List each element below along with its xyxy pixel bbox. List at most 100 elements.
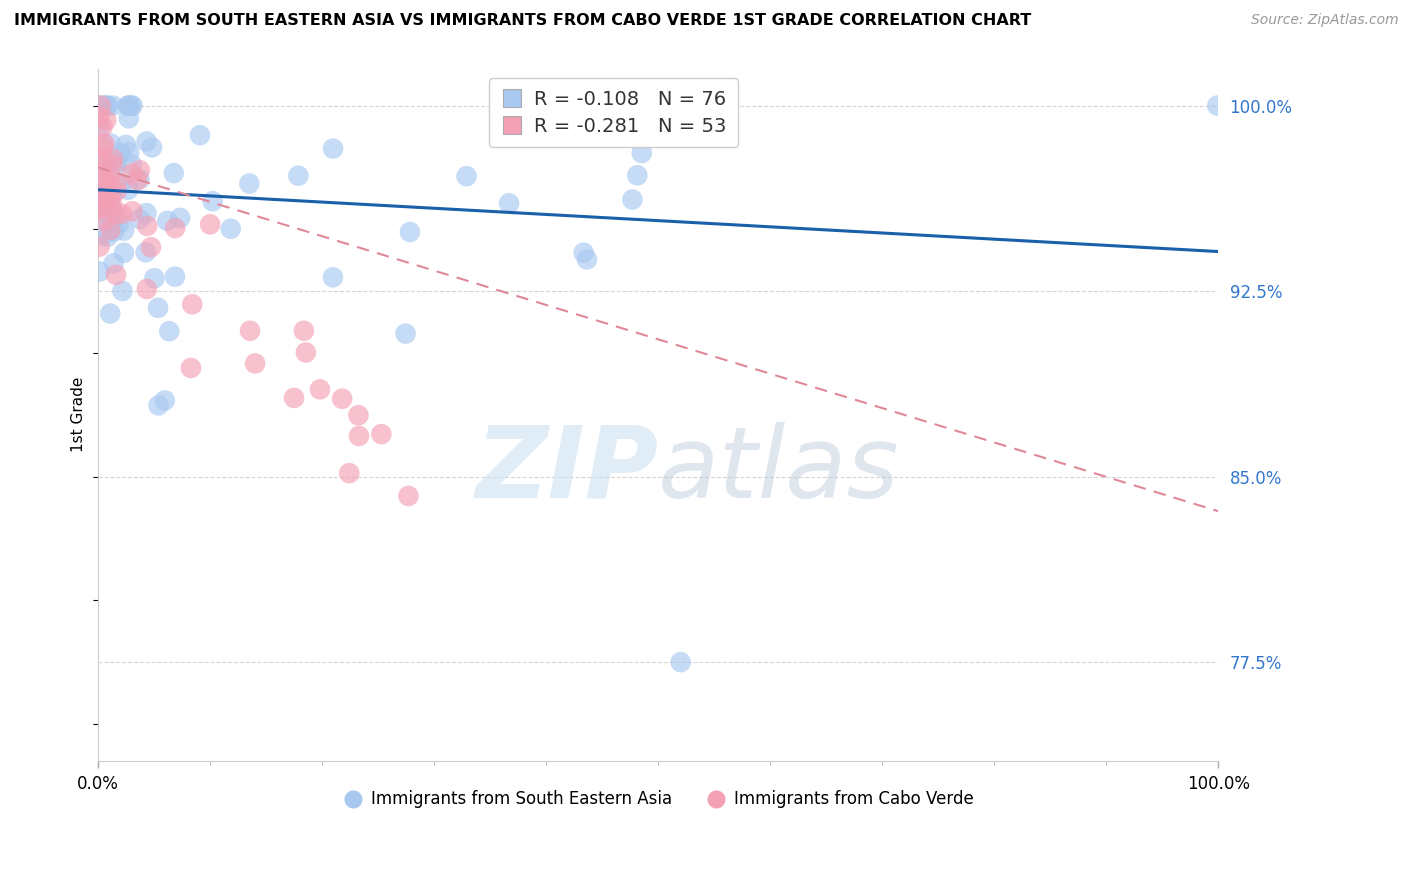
Point bbox=[239, 324, 262, 338]
Point bbox=[572, 245, 595, 260]
Point bbox=[100, 187, 122, 202]
Point bbox=[94, 160, 117, 174]
Point bbox=[89, 120, 111, 135]
Point bbox=[121, 166, 143, 180]
Point bbox=[93, 136, 115, 151]
Point bbox=[105, 268, 128, 282]
Point bbox=[91, 196, 114, 211]
Point bbox=[219, 221, 242, 235]
Point bbox=[121, 98, 143, 112]
Point bbox=[105, 155, 128, 169]
Point bbox=[89, 212, 111, 227]
Point bbox=[97, 98, 120, 112]
Point bbox=[89, 197, 111, 211]
Point bbox=[93, 227, 115, 242]
Point bbox=[89, 264, 111, 278]
Point bbox=[146, 301, 169, 315]
Point bbox=[110, 145, 132, 160]
Legend: Immigrants from South Eastern Asia, Immigrants from Cabo Verde: Immigrants from South Eastern Asia, Immi… bbox=[336, 784, 980, 815]
Point bbox=[104, 207, 127, 221]
Point bbox=[347, 429, 370, 443]
Point bbox=[322, 142, 344, 156]
Point bbox=[121, 204, 143, 219]
Point bbox=[98, 203, 121, 218]
Point bbox=[96, 191, 118, 205]
Point bbox=[135, 282, 157, 296]
Point bbox=[103, 225, 125, 239]
Point bbox=[90, 98, 112, 112]
Point bbox=[141, 140, 163, 154]
Point bbox=[98, 191, 121, 205]
Point bbox=[89, 190, 111, 204]
Point bbox=[93, 172, 115, 186]
Point bbox=[309, 383, 332, 397]
Point bbox=[143, 271, 166, 285]
Point bbox=[94, 113, 117, 128]
Point bbox=[669, 655, 692, 669]
Text: Source: ZipAtlas.com: Source: ZipAtlas.com bbox=[1251, 13, 1399, 28]
Point bbox=[498, 196, 520, 211]
Text: IMMIGRANTS FROM SOUTH EASTERN ASIA VS IMMIGRANTS FROM CABO VERDE 1ST GRADE CORRE: IMMIGRANTS FROM SOUTH EASTERN ASIA VS IM… bbox=[14, 13, 1032, 29]
Point bbox=[575, 252, 598, 267]
Point bbox=[135, 245, 157, 260]
Point bbox=[110, 177, 132, 191]
Point bbox=[295, 345, 318, 359]
Point bbox=[163, 166, 186, 180]
Point bbox=[394, 326, 416, 341]
Point bbox=[96, 230, 118, 244]
Point bbox=[347, 408, 370, 422]
Y-axis label: 1st Grade: 1st Grade bbox=[72, 377, 86, 452]
Point bbox=[91, 184, 114, 198]
Point bbox=[117, 183, 139, 197]
Point bbox=[165, 221, 187, 235]
Point bbox=[101, 202, 124, 217]
Point bbox=[93, 153, 115, 168]
Point bbox=[153, 393, 176, 408]
Point bbox=[115, 137, 138, 152]
Point bbox=[94, 188, 117, 202]
Point bbox=[101, 204, 124, 219]
Point bbox=[135, 206, 157, 220]
Point bbox=[91, 139, 114, 153]
Point bbox=[181, 297, 204, 311]
Point bbox=[108, 217, 131, 231]
Point bbox=[139, 240, 162, 254]
Point bbox=[112, 245, 135, 260]
Point bbox=[626, 169, 648, 183]
Point bbox=[399, 225, 422, 239]
Point bbox=[100, 223, 122, 237]
Point bbox=[120, 98, 142, 112]
Point bbox=[337, 466, 360, 480]
Point bbox=[118, 145, 141, 160]
Point bbox=[163, 269, 186, 284]
Point bbox=[89, 152, 111, 166]
Point bbox=[103, 256, 125, 270]
Point bbox=[105, 184, 128, 198]
Point bbox=[89, 194, 111, 209]
Point bbox=[118, 112, 141, 126]
Point bbox=[101, 98, 124, 112]
Point bbox=[128, 172, 150, 186]
Point bbox=[188, 128, 211, 143]
Point bbox=[93, 213, 115, 227]
Point bbox=[97, 175, 120, 189]
Point bbox=[117, 98, 139, 112]
Point bbox=[148, 399, 170, 413]
Point bbox=[89, 109, 111, 123]
Point bbox=[90, 169, 112, 183]
Text: atlas: atlas bbox=[658, 422, 900, 519]
Point bbox=[283, 391, 305, 405]
Point bbox=[201, 194, 224, 209]
Point bbox=[93, 98, 115, 112]
Point bbox=[91, 120, 114, 134]
Point bbox=[101, 158, 124, 172]
Point bbox=[89, 201, 111, 215]
Point bbox=[101, 152, 124, 166]
Point bbox=[330, 392, 353, 406]
Point bbox=[157, 324, 180, 338]
Point bbox=[398, 489, 420, 503]
Point bbox=[98, 210, 121, 224]
Point bbox=[89, 239, 111, 253]
Point bbox=[96, 98, 118, 112]
Point bbox=[100, 188, 122, 202]
